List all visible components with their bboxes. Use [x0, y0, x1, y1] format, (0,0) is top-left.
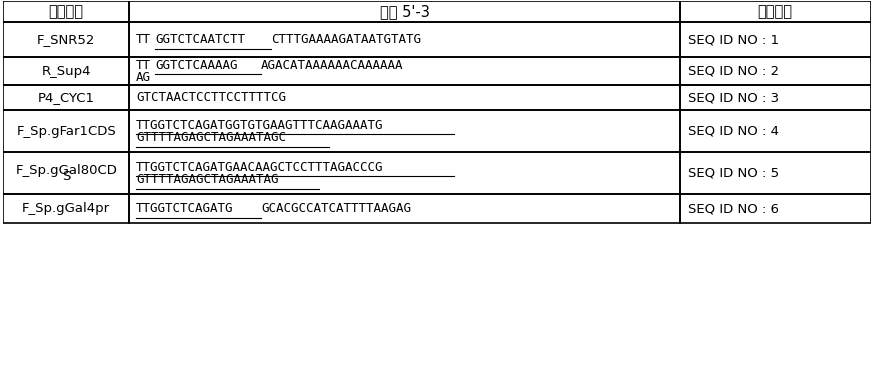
- Text: AG: AG: [136, 71, 151, 84]
- Text: F_Sp.gGal80CD: F_Sp.gGal80CD: [16, 164, 117, 177]
- Bar: [3, 152, 129, 194]
- Bar: [3, 110, 129, 152]
- Text: AGACATAAAAAACAAAAAA: AGACATAAAAAACAAAAAA: [261, 59, 404, 72]
- Text: 序列编号: 序列编号: [758, 4, 793, 19]
- Bar: [129, 194, 680, 223]
- Bar: [3, 22, 129, 57]
- Text: 引物 5'-3: 引物 5'-3: [379, 4, 429, 19]
- Bar: [129, 22, 680, 57]
- Text: GGTCTCAATCTT: GGTCTCAATCTT: [155, 33, 245, 46]
- Bar: [129, 2, 680, 22]
- Text: F_Sp.gFar1CDS: F_Sp.gFar1CDS: [17, 125, 116, 138]
- Bar: [680, 110, 870, 152]
- Bar: [680, 2, 870, 22]
- Bar: [129, 110, 680, 152]
- Text: P4_CYC1: P4_CYC1: [37, 91, 95, 104]
- Bar: [3, 85, 129, 110]
- Text: SEQ ID NO : 3: SEQ ID NO : 3: [689, 91, 780, 104]
- Text: SEQ ID NO : 2: SEQ ID NO : 2: [689, 65, 780, 78]
- Text: 引物名称: 引物名称: [49, 4, 84, 19]
- Bar: [680, 152, 870, 194]
- Bar: [129, 85, 680, 110]
- Text: GCACGCCATCATTTTAAGAG: GCACGCCATCATTTTAAGAG: [261, 202, 412, 215]
- Text: SEQ ID NO : 6: SEQ ID NO : 6: [689, 202, 780, 215]
- Bar: [3, 2, 129, 22]
- Text: F_Sp.gGal4pr: F_Sp.gGal4pr: [22, 202, 110, 215]
- Bar: [680, 22, 870, 57]
- Bar: [680, 57, 870, 85]
- Bar: [680, 194, 870, 223]
- Bar: [680, 85, 870, 110]
- Bar: [3, 57, 129, 85]
- Text: TTGGTCTCAGATG: TTGGTCTCAGATG: [136, 202, 234, 215]
- Bar: [129, 57, 680, 85]
- Text: GTTTTAGAGCTAGAAATAGC: GTTTTAGAGCTAGAAATAGC: [136, 131, 286, 144]
- Text: SEQ ID NO : 1: SEQ ID NO : 1: [689, 33, 780, 46]
- Text: TTGGTCTCAGATGAACAAGCTCCTTTAGACCCG: TTGGTCTCAGATGAACAAGCTCCTTTAGACCCG: [136, 161, 384, 174]
- Text: GTTTTAGAGCTAGAAATAG: GTTTTAGAGCTAGAAATAG: [136, 173, 278, 186]
- Text: R_Sup4: R_Sup4: [42, 65, 91, 78]
- Text: TT: TT: [136, 33, 151, 46]
- Text: S: S: [62, 170, 71, 183]
- Text: CTTTGAAAAGATAATGTATG: CTTTGAAAAGATAATGTATG: [271, 33, 421, 46]
- Text: F_SNR52: F_SNR52: [37, 33, 95, 46]
- Text: SEQ ID NO : 5: SEQ ID NO : 5: [689, 167, 780, 180]
- Text: TTGGTCTCAGATGGTGTGAAGTTTCAAGAAATG: TTGGTCTCAGATGGTGTGAAGTTTCAAGAAATG: [136, 119, 384, 132]
- Text: TT: TT: [136, 59, 151, 72]
- Bar: [129, 152, 680, 194]
- Bar: [3, 194, 129, 223]
- Text: GGTCTCAAAAG: GGTCTCAAAAG: [155, 59, 238, 72]
- Text: GTCTAACTCCTTCCTTTTCG: GTCTAACTCCTTCCTTTTCG: [136, 91, 286, 104]
- Text: SEQ ID NO : 4: SEQ ID NO : 4: [689, 125, 780, 138]
